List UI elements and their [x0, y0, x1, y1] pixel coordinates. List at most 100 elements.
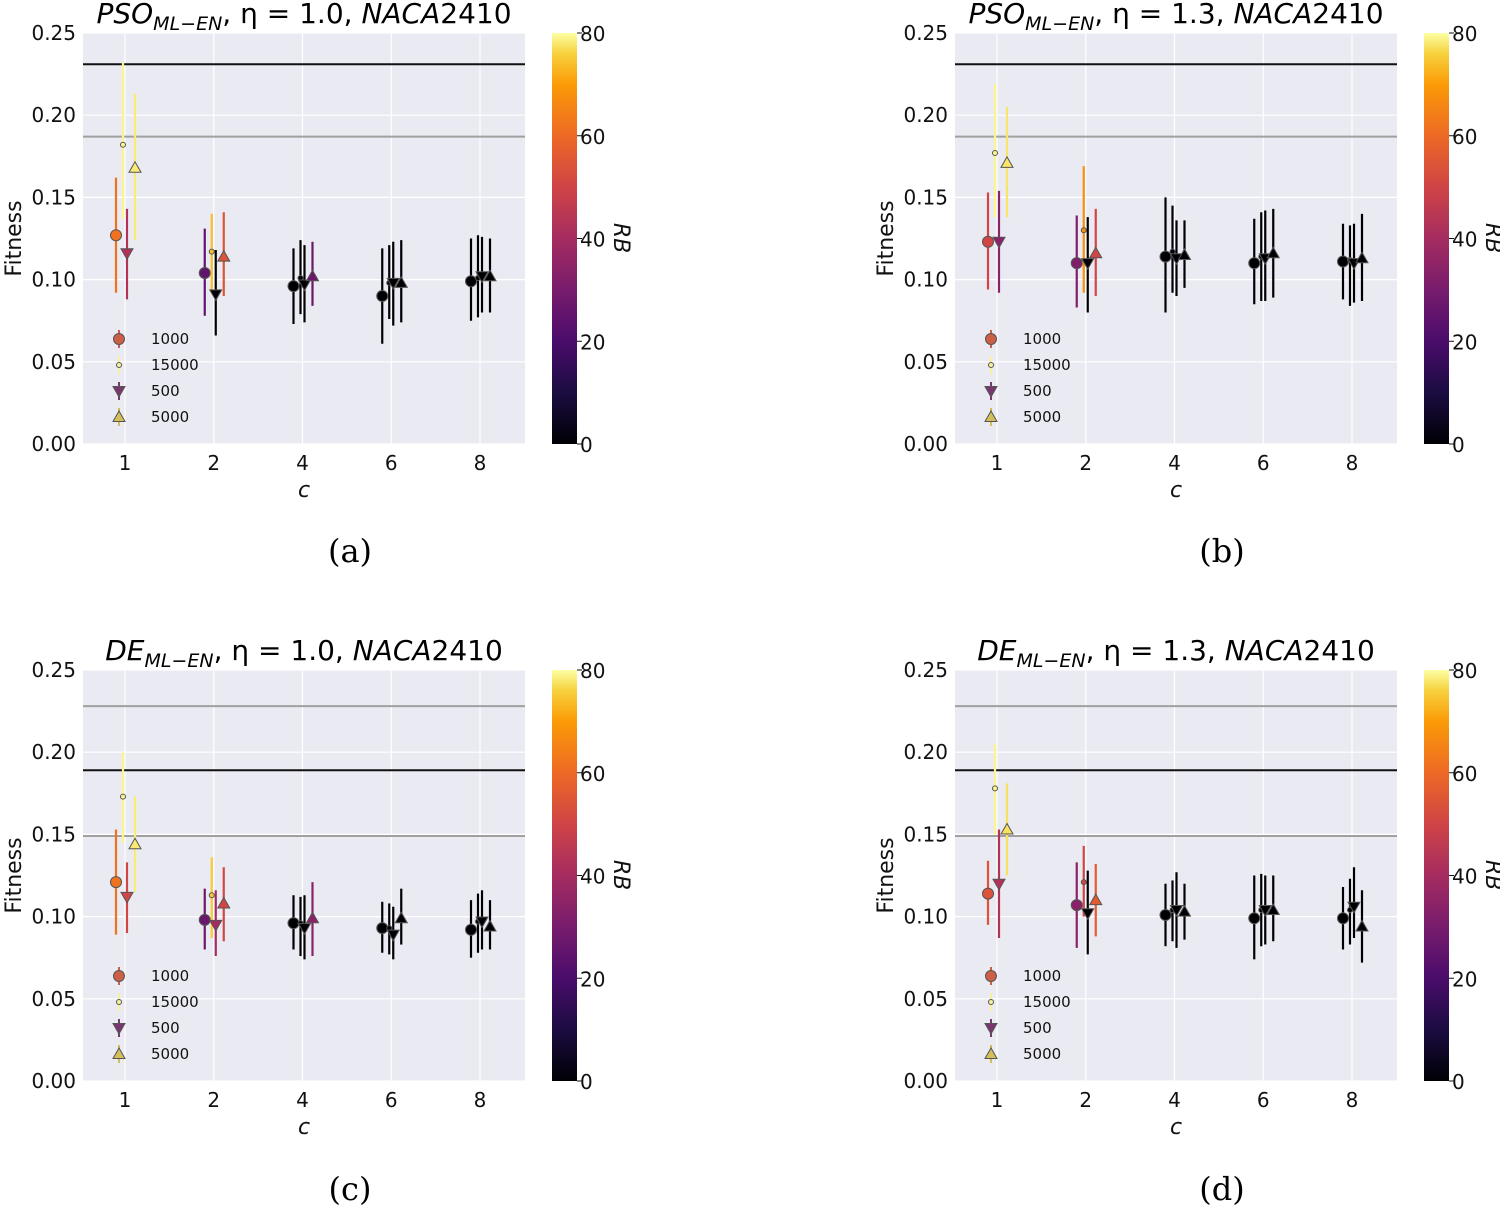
data-point	[475, 271, 489, 284]
data-point	[128, 160, 142, 173]
colorbar-tick-label: 20	[580, 330, 605, 354]
subfigure-caption: (c)	[329, 1170, 372, 1208]
x-axis-label: c	[1170, 1115, 1182, 1140]
y-tick-label: 0.10	[903, 268, 948, 292]
y-tick-label: 0.00	[903, 432, 948, 456]
x-tick-label: 4	[1168, 1088, 1181, 1112]
x-tick-label: 1	[991, 451, 1004, 475]
x-tick-label: 6	[1257, 1088, 1270, 1112]
data-point	[483, 919, 497, 932]
data-point	[208, 919, 223, 932]
plot-area	[83, 33, 525, 444]
y-tick-label: 0.05	[31, 987, 76, 1011]
data-point	[1248, 257, 1261, 270]
y-tick-label: 0.15	[31, 185, 76, 209]
x-tick-label: 2	[207, 451, 220, 475]
data-point	[1169, 905, 1184, 918]
x-tick-label: 4	[296, 451, 309, 475]
title-subscript: ML−EN	[1016, 650, 1085, 672]
data-point	[1177, 247, 1192, 260]
title-parameters: , η = 1.3,	[1086, 634, 1225, 667]
colorbar-tick-label: 0	[580, 1070, 593, 1094]
legend-label: 500	[1023, 1019, 1052, 1037]
data-point	[1248, 912, 1261, 925]
colorbar-tick-label: 40	[1452, 228, 1477, 252]
colorbar-label: RB	[1480, 860, 1500, 890]
colorbar-label: RB	[1480, 223, 1500, 253]
y-tick-label: 0.15	[31, 822, 76, 846]
title-parameters: , η = 1.3,	[1094, 0, 1233, 30]
legend-label: 15000	[151, 993, 199, 1011]
chart-title: PSOML−EN, η = 1.0, NACA2410	[96, 0, 511, 35]
x-tick-label: 1	[991, 1088, 1004, 1112]
title-airfoil: NACA	[361, 0, 440, 30]
data-point	[376, 290, 389, 303]
colorbar-label: RB	[608, 860, 633, 890]
y-tick-label: 0.05	[903, 987, 948, 1011]
x-tick-label: 8	[474, 451, 487, 475]
title-airfoil-number: 2410	[440, 0, 511, 30]
y-tick-label: 0.15	[903, 185, 948, 209]
data-point	[1080, 879, 1087, 886]
y-axis-label: Fitness	[2, 837, 27, 913]
data-point	[208, 289, 223, 302]
data-point	[198, 913, 211, 926]
colorbar-tick-label: 60	[1452, 762, 1477, 786]
data-point	[287, 917, 300, 930]
x-tick-label: 2	[207, 1088, 220, 1112]
x-tick-label: 8	[474, 1088, 487, 1112]
legend-marker	[985, 970, 997, 982]
x-tick-label: 6	[385, 451, 398, 475]
y-tick-label: 0.20	[903, 740, 948, 764]
title-subscript: ML−EN	[1025, 13, 1094, 35]
data-point	[1159, 908, 1172, 921]
plot-area	[83, 670, 525, 1081]
x-tick-label: 8	[1346, 451, 1359, 475]
colorbar-tick-label: 0	[1452, 1070, 1465, 1094]
subfigure-caption: (d)	[1199, 1170, 1244, 1208]
legend-marker	[984, 1023, 998, 1036]
data-point	[1070, 257, 1083, 270]
colorbar-tick-label: 60	[580, 125, 605, 149]
title-airfoil-number: 2410	[432, 634, 503, 667]
legend-marker	[113, 333, 125, 345]
data-point	[208, 248, 215, 255]
x-tick-label: 6	[385, 1088, 398, 1112]
colorbar-tick-label: 20	[1452, 330, 1477, 354]
chart-title: DEML−EN, η = 1.0, NACA2410	[105, 634, 503, 672]
data-point	[305, 269, 320, 282]
colorbar-tick-label: 20	[1452, 967, 1477, 991]
legend-marker	[984, 409, 998, 422]
legend-label: 15000	[1023, 993, 1071, 1011]
legend-marker	[113, 970, 125, 982]
colorbar-tick-label: 80	[580, 22, 605, 46]
title-subscript: ML−EN	[153, 13, 222, 35]
legend-label: 15000	[1023, 356, 1071, 374]
title-airfoil: NACA	[353, 634, 432, 667]
y-tick-label: 0.20	[31, 103, 76, 127]
x-tick-label: 4	[296, 1088, 309, 1112]
x-tick-label: 8	[1346, 1088, 1359, 1112]
data-point	[376, 922, 389, 935]
y-tick-label: 0.10	[31, 268, 76, 292]
data-point	[1080, 258, 1095, 271]
data-point	[992, 785, 998, 792]
data-point	[1088, 246, 1103, 259]
y-tick-label: 0.00	[31, 1069, 76, 1093]
data-point	[1337, 912, 1349, 925]
legend-marker	[116, 362, 122, 368]
data-point	[1258, 905, 1273, 918]
data-point	[1000, 155, 1014, 168]
y-axis-label: Fitness	[2, 200, 27, 276]
legend-label: 1000	[1023, 967, 1061, 985]
y-tick-label: 0.05	[903, 350, 948, 374]
data-point	[208, 892, 215, 899]
colorbar	[1424, 33, 1449, 444]
title-parameters: , η = 1.0,	[222, 0, 361, 30]
data-point	[198, 267, 211, 280]
data-point	[305, 911, 320, 924]
chart-panel-d: 0.00 0.05 0.10 0.15 0.20 0.25 1 2 4 6 8 c Fitness DEM…	[874, 634, 1500, 1208]
data-point	[982, 887, 994, 900]
data-point	[120, 141, 126, 148]
